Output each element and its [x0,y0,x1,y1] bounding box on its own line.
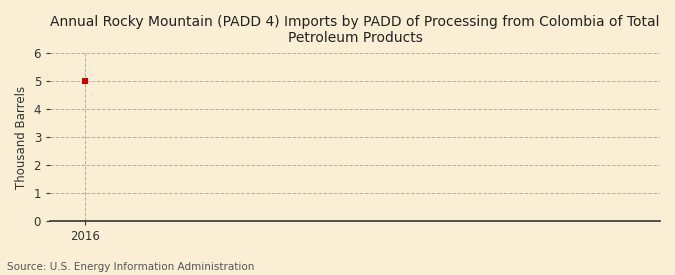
Y-axis label: Thousand Barrels: Thousand Barrels [15,86,28,189]
Title: Annual Rocky Mountain (PADD 4) Imports by PADD of Processing from Colombia of To: Annual Rocky Mountain (PADD 4) Imports b… [51,15,659,45]
Text: Source: U.S. Energy Information Administration: Source: U.S. Energy Information Administ… [7,262,254,272]
